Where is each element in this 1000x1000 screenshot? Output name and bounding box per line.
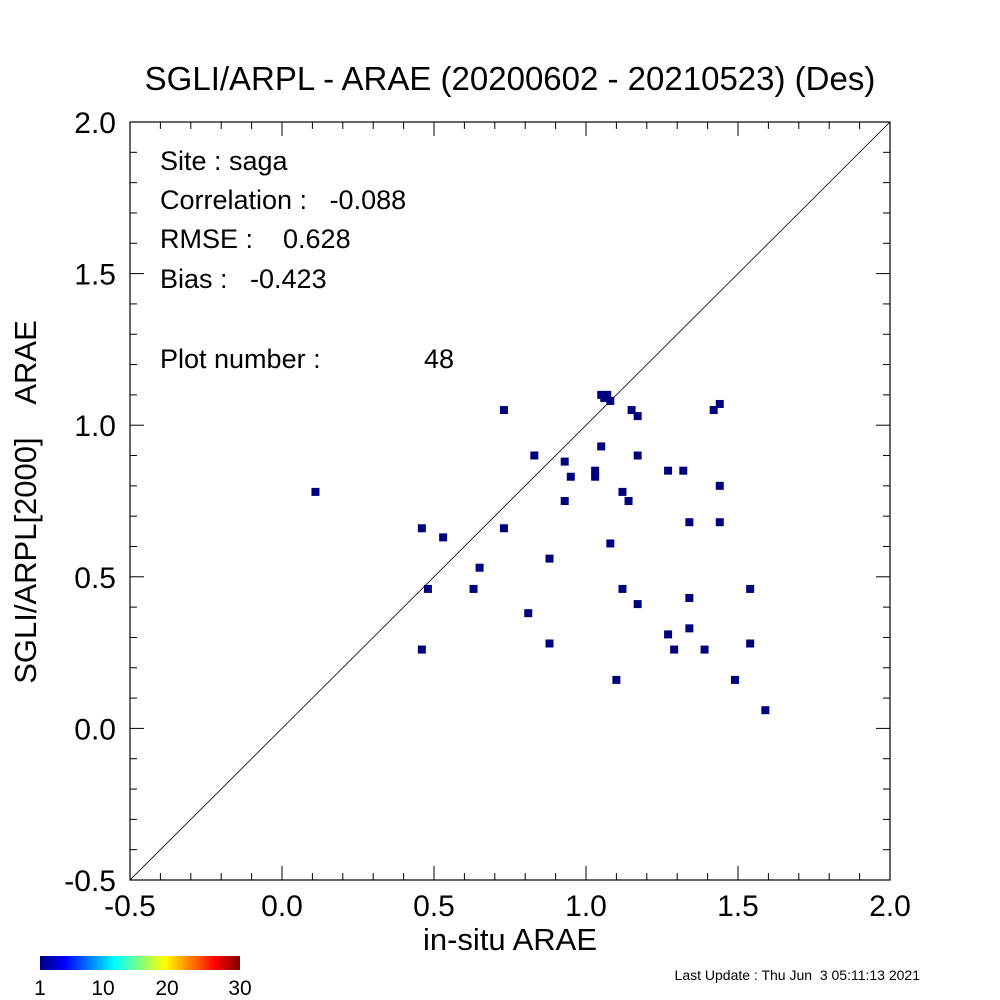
plot-frame [129,121,891,881]
x-tick-label: 1.0 [565,890,607,923]
data-point [591,466,600,475]
data-point [417,524,426,533]
y-tick-label: 1.0 [74,410,116,443]
stat-site: Site : saga [160,146,289,176]
data-point [618,584,627,593]
data-point [618,487,627,496]
y-tick-label: 2.0 [74,107,116,140]
stat-plot-number-label: Plot number : [160,344,321,374]
data-point [761,706,770,715]
data-point [597,442,606,451]
data-point [545,554,554,563]
data-point [633,412,642,421]
data-point [715,518,724,527]
x-tick-label: 2.0 [869,890,911,923]
data-point [670,645,679,654]
data-point [417,645,426,654]
data-point [709,406,718,415]
data-point [524,609,533,618]
data-point [591,472,600,481]
data-point [475,563,484,572]
data-point [499,406,508,415]
colorbar-labels: 1 10 20 30 [34,977,252,1000]
x-tick-label: 0.0 [261,890,303,923]
data-point [627,406,636,415]
chart-title: SGLI/ARPL - ARAE (20200602 - 20210523) (… [145,60,876,97]
colorbar-gradient [40,956,240,970]
data-point [530,451,539,460]
stat-bias: Bias : -0.423 [160,264,327,294]
stat-correlation: Correlation : -0.088 [160,185,406,215]
y-tick-label: 0.5 [74,562,116,595]
data-point [612,675,621,684]
data-point [311,487,320,496]
data-point [624,497,633,505]
last-update-text: Last Update : Thu Jun 3 05:11:13 2021 [675,967,921,983]
data-point [685,518,694,527]
axis-tick-labels: -0.5 0.0 0.5 1.0 1.5 2.0 -0.5 0.0 0.5 1.0 1.5 2.0 [64,107,911,923]
y-tick-label: -0.5 [64,865,116,898]
data-point [679,466,688,475]
data-point [499,524,508,533]
stat-rmse: RMSE : 0.628 [160,224,351,254]
data-point [606,539,615,548]
data-point [685,624,694,633]
data-point [600,393,609,402]
one-to-one-line [130,122,890,880]
x-tick-label: 0.5 [413,890,455,923]
stats-box: Site : saga Correlation : -0.088 RMSE : … [160,146,454,374]
data-point [746,584,755,593]
data-point [560,457,569,466]
data-point [423,584,432,593]
y-axis-label: SGLI/ARPL[2000] ARAE [8,320,43,684]
y-tick-label: 0.0 [74,713,116,746]
data-point [700,645,709,654]
data-point [633,451,642,460]
y-tick-label: 1.5 [74,259,116,292]
data-point [730,675,739,684]
data-point [633,600,642,609]
colorbar-label: 10 [91,977,114,1000]
data-point [469,584,478,593]
x-axis-label: in-situ ARAE [423,922,597,957]
colorbar-label: 1 [34,977,46,1000]
data-point [664,466,673,475]
data-point [715,399,724,408]
data-point [664,630,673,639]
data-point [545,639,554,648]
x-tick-label: 1.5 [717,890,759,923]
x-tick-label: -0.5 [104,890,156,923]
data-points [311,390,770,715]
data-point [746,639,755,648]
data-point [560,497,569,505]
colorbar: 1 10 20 30 [34,956,252,1000]
data-point [685,594,694,603]
colorbar-label: 30 [228,977,251,1000]
data-point [715,481,724,490]
data-point [606,396,615,405]
data-point [439,533,448,542]
stat-plot-number-value: 48 [424,344,454,374]
data-point [566,472,575,481]
colorbar-label: 20 [155,977,178,1000]
